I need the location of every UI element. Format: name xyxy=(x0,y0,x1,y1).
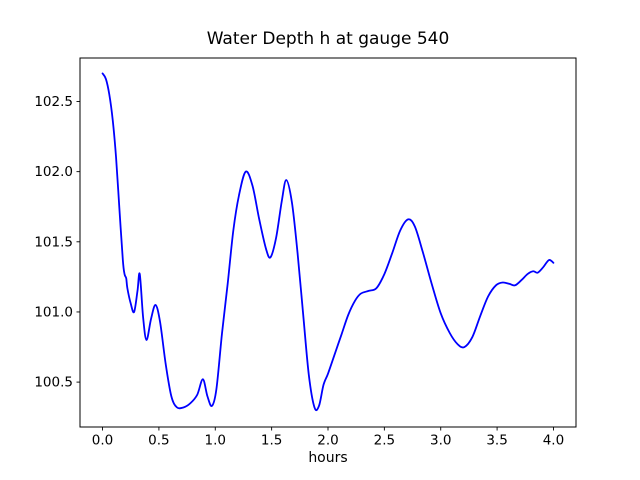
x-tick-label: 0.5 xyxy=(148,433,169,449)
y-tick-label: 100.5 xyxy=(34,375,73,391)
x-tick-label: 3.0 xyxy=(430,433,451,449)
x-tick-label: 3.5 xyxy=(486,433,507,449)
x-tick-label: 2.5 xyxy=(374,433,395,449)
y-tick-label: 101.5 xyxy=(34,234,73,250)
x-tick-label: 2.0 xyxy=(317,433,338,449)
water-depth-line xyxy=(101,72,555,412)
y-tick-label: 102.5 xyxy=(34,94,73,110)
x-tick-label: 4.0 xyxy=(543,433,564,449)
y-tick-label: 102.0 xyxy=(34,164,73,180)
y-tick-label: 101.0 xyxy=(34,304,73,320)
x-tick-label: 1.0 xyxy=(205,433,226,449)
x-tick-label: 1.5 xyxy=(261,433,282,449)
chart-title: Water Depth h at gauge 540 xyxy=(206,29,450,49)
x-tick-label: 0.0 xyxy=(92,433,113,449)
x-axis-label: hours xyxy=(308,450,348,466)
